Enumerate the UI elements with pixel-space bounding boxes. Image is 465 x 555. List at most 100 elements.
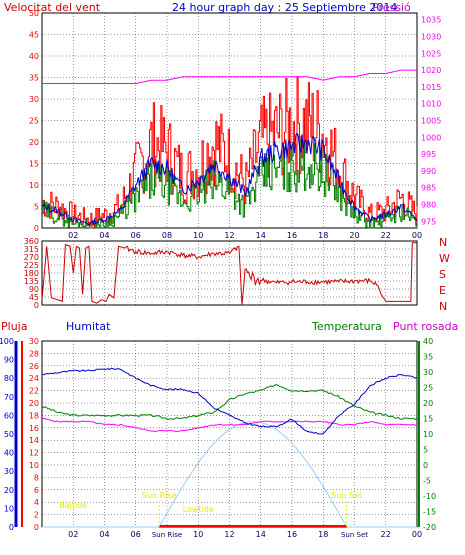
pressure-y-tick-0: 975 xyxy=(421,217,436,226)
wind-y-tick-3: 15 xyxy=(29,160,39,169)
annotation-0: Sun Rise xyxy=(142,491,177,500)
annotation-2: Bajtide xyxy=(59,501,87,510)
temperature-x-axis: 02 04 06 Sun Rise 10 12 14 16 18 Sun Set 22 00 xyxy=(68,530,422,539)
temperature-label: Temperatura xyxy=(311,320,382,333)
humidity-y-tick-0: 0 xyxy=(9,523,14,532)
direction-y-tick-0: 0 xyxy=(34,301,39,310)
temp-x-tick-7: 16 xyxy=(287,530,297,539)
rain-y-tick-11: 22 xyxy=(29,387,39,396)
temp-y-tick-4: 0 xyxy=(423,461,428,470)
direction-y-tick-3: 135 xyxy=(24,277,39,286)
rain-y-tick-0: 0 xyxy=(34,523,39,532)
rain-y-tick-4: 8 xyxy=(34,473,39,482)
wind-y-tick-4: 20 xyxy=(29,138,39,147)
temp-x-tick-4: 10 xyxy=(193,530,203,539)
humidity-y-tick-3: 30 xyxy=(4,467,14,476)
humidity-y-tick-4: 40 xyxy=(4,449,14,458)
temp-x-tick-2: 06 xyxy=(131,530,141,539)
humidity-y-tick-9: 90 xyxy=(4,356,14,365)
direction-line xyxy=(41,242,417,306)
humidity-y-tick-1: 10 xyxy=(4,504,14,513)
direction-y-tick-1: 45 xyxy=(29,293,39,302)
temp-x-tick-10: 22 xyxy=(381,530,391,539)
pressure-line xyxy=(42,69,417,84)
humidity-y-tick-2: 20 xyxy=(4,486,14,495)
wind-x-tick-7: 16 xyxy=(287,231,297,240)
humidity-y-tick-8: 80 xyxy=(4,374,14,383)
humidity-axis: 0 10 20 30 40 50 60 70 80 90 100 xyxy=(0,337,18,532)
wind-speed-title: Velocitat del vent xyxy=(4,1,101,14)
temp-y-tick-7: 15 xyxy=(423,415,433,424)
temp-y-tick-9: 25 xyxy=(423,384,433,393)
dewpoint-line xyxy=(41,417,418,432)
pressure-title: Pressió xyxy=(372,1,411,14)
rain-y-tick-2: 4 xyxy=(34,498,39,507)
temp-y-tick-10: 30 xyxy=(423,368,433,377)
temp-y-tick-8: 20 xyxy=(423,399,433,408)
compass-label-0: N xyxy=(439,236,447,249)
pressure-y-tick-4: 995 xyxy=(421,150,436,159)
rain-y-tick-12: 24 xyxy=(29,374,39,383)
pressure-y-tick-3: 990 xyxy=(421,167,436,176)
pressure-y-tick-9: 1020 xyxy=(421,66,441,75)
temp-y-tick-5: 5 xyxy=(423,446,428,455)
rain-y-tick-7: 14 xyxy=(29,436,39,445)
temp-x-tick-9: Sun Set xyxy=(341,531,368,539)
wind-y-tick-5: 25 xyxy=(29,117,39,126)
rain-y-tick-15: 30 xyxy=(29,337,39,346)
temperature-right-axis: -20 -15 -10 -5 0 5 10 15 20 25 30 35 40 xyxy=(418,337,436,532)
wind-left-axis: 0 5 10 15 20 25 30 35 40 45 50 xyxy=(29,9,39,233)
compass-label-2: S xyxy=(439,268,446,281)
rain-y-tick-3: 6 xyxy=(34,486,39,495)
wind-x-tick-9: 20 xyxy=(349,231,359,240)
temp-y-tick-1: -15 xyxy=(423,508,436,517)
wind-y-tick-6: 30 xyxy=(29,95,39,104)
wind-y-tick-9: 45 xyxy=(29,31,39,40)
temp-y-tick-0: -20 xyxy=(423,523,436,532)
wind-x-tick-11: 00 xyxy=(412,231,422,240)
temp-y-tick-12: 40 xyxy=(423,337,433,346)
rain-y-tick-10: 20 xyxy=(29,399,39,408)
wind-x-tick-5: 12 xyxy=(224,231,234,240)
pressure-right-axis: 975 980 985 990 995 1000 1005 1010 1015 1020 1025 1… xyxy=(421,16,441,227)
wind-x-tick-3: 08 xyxy=(162,231,172,240)
wind-x-tick-1: 04 xyxy=(99,231,109,240)
solar-line xyxy=(42,421,417,528)
temperature-line xyxy=(41,384,418,420)
temp-x-tick-5: 12 xyxy=(224,530,234,539)
graph-date-title: 24 hour graph day : 25 Septiembre 2014 xyxy=(172,1,397,14)
rain-y-tick-1: 2 xyxy=(34,511,39,520)
direction-y-tick-4: 180 xyxy=(24,269,39,278)
humidity-line xyxy=(41,367,418,435)
temperature-series xyxy=(41,367,418,528)
rain-label: Pluja xyxy=(1,320,27,333)
humidity-y-tick-7: 70 xyxy=(4,393,14,402)
direction-y-tick-2: 90 xyxy=(29,285,39,294)
wind-x-tick-10: 22 xyxy=(381,231,391,240)
wind-y-tick-2: 10 xyxy=(29,181,39,190)
wind-series xyxy=(41,69,418,229)
temp-x-tick-1: 04 xyxy=(99,530,109,539)
wind-y-tick-0: 0 xyxy=(34,224,39,233)
wind-x-tick-8: 18 xyxy=(318,231,328,240)
rain-y-tick-6: 12 xyxy=(29,449,39,458)
pressure-y-tick-11: 1030 xyxy=(421,33,441,42)
compass-label-1: W xyxy=(439,252,450,265)
annotation-3: Lowtide xyxy=(183,505,214,514)
rain-y-tick-5: 10 xyxy=(29,461,39,470)
wind-y-tick-8: 40 xyxy=(29,52,39,61)
wind-x-axis: 02 04 06 08 10 12 14 16 18 20 22 00 xyxy=(68,231,422,240)
annotation-1: Sun Set xyxy=(331,491,362,500)
rain-y-tick-8: 16 xyxy=(29,424,39,433)
temp-x-tick-6: 14 xyxy=(256,530,266,539)
direction-y-tick-8: 360 xyxy=(24,237,39,246)
compass-label-4: N xyxy=(439,300,447,313)
wind-y-tick-1: 5 xyxy=(34,203,39,212)
temp-y-tick-6: 10 xyxy=(423,430,433,439)
